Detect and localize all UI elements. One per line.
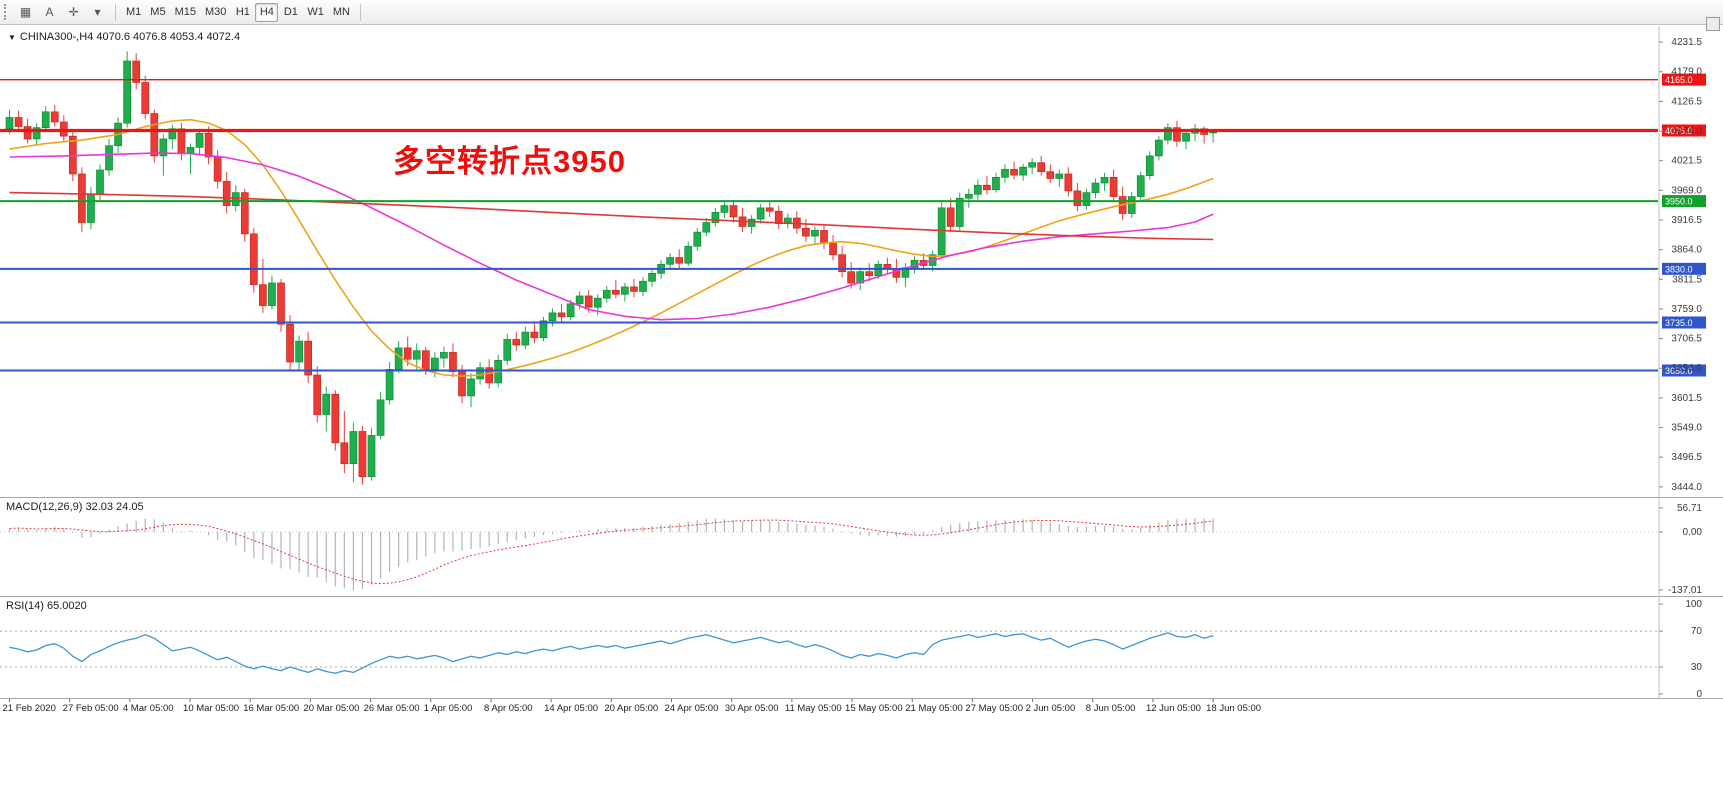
svg-text:3830.0: 3830.0 — [1665, 264, 1693, 274]
svg-text:3496.5: 3496.5 — [1671, 452, 1702, 463]
toolbar-separator-2 — [359, 3, 361, 21]
svg-text:3811.5: 3811.5 — [1672, 274, 1702, 285]
timeframes-group: M1 M5 M15 M30 H1 H4 D1 W1 MN — [122, 2, 354, 22]
toolbar-crosshair-tool[interactable]: ✛ — [62, 3, 85, 22]
timeframe-M30[interactable]: M30 — [201, 3, 230, 22]
svg-text:27 Feb 05:00: 27 Feb 05:00 — [63, 703, 119, 714]
svg-text:3654.0: 3654.0 — [1671, 363, 1702, 374]
tools-group: ▦ A ✛ ▾ — [14, 3, 109, 22]
svg-text:3735.0: 3735.0 — [1665, 318, 1693, 328]
level-tag-3950.0: 3950.0 — [1662, 195, 1706, 208]
timeframe-W1[interactable]: W1 — [303, 3, 328, 22]
timeframe-H1[interactable]: H1 — [231, 3, 254, 22]
svg-text:4074.0: 4074.0 — [1671, 126, 1702, 137]
toolbar: ▦ A ✛ ▾ M1 M5 M15 M30 H1 H4 D1 W1 MN — [0, 0, 1723, 25]
svg-text:3864.0: 3864.0 — [1671, 245, 1702, 256]
svg-text:3759.0: 3759.0 — [1671, 304, 1702, 315]
level-tag-4165.0: 4165.0 — [1662, 73, 1706, 86]
ma-slow[interactable] — [9, 191, 1214, 241]
timeframe-M5[interactable]: M5 — [146, 3, 169, 22]
svg-text:20 Mar 05:00: 20 Mar 05:00 — [303, 703, 359, 714]
svg-text:16 Mar 05:00: 16 Mar 05:00 — [243, 703, 299, 714]
svg-text:20 Apr 05:00: 20 Apr 05:00 — [604, 703, 658, 714]
macd-histogram — [8, 517, 1214, 591]
price-axis[interactable]: 4231.5 4179.0 4126.5 4074.0 4021.5 3969.0 3916… — [1659, 37, 1702, 493]
toolbar-overflow-button[interactable] — [1706, 17, 1720, 31]
svg-text:11 May 05:00: 11 May 05:00 — [785, 703, 842, 714]
chart-title-text: CHINA300-,H4 4070.6 4076.8 4053.4 4072.4 — [19, 31, 241, 43]
macd-signal-line — [9, 519, 1214, 585]
toolbar-tools-dropdown[interactable]: ▾ — [86, 3, 109, 22]
svg-text:8 Apr 05:00: 8 Apr 05:00 — [484, 703, 533, 714]
svg-text:3444.0: 3444.0 — [1671, 482, 1702, 493]
svg-text:3969.0: 3969.0 — [1671, 185, 1702, 196]
chart-collapse-icon[interactable]: ▼ — [8, 33, 16, 42]
timeframe-MN[interactable]: MN — [329, 3, 354, 22]
svg-text:4165.0: 4165.0 — [1665, 75, 1693, 85]
ma-mid[interactable] — [9, 152, 1214, 321]
svg-text:26 Mar 05:00: 26 Mar 05:00 — [364, 703, 420, 714]
svg-text:3549.0: 3549.0 — [1671, 423, 1702, 434]
svg-text:14 Apr 05:00: 14 Apr 05:00 — [544, 703, 598, 714]
svg-text:4021.5: 4021.5 — [1671, 156, 1702, 167]
svg-text:3706.5: 3706.5 — [1671, 334, 1702, 345]
chart-annotation-text[interactable]: 多空转折点3950 — [393, 144, 626, 179]
rsi-line — [9, 632, 1214, 674]
svg-text:21 Feb 2020: 21 Feb 2020 — [3, 703, 56, 714]
svg-text:56.71: 56.71 — [1677, 503, 1702, 514]
svg-text:70: 70 — [1691, 626, 1703, 637]
svg-text:4126.5: 4126.5 — [1671, 96, 1702, 107]
chart-title: ▼ CHINA300-,H4 4070.6 4076.8 4053.4 4072.… — [8, 31, 240, 43]
svg-text:21 May 05:00: 21 May 05:00 — [905, 703, 963, 714]
rsi-axis[interactable]: 100 70 30 0 — [1659, 599, 1702, 700]
svg-text:3601.5: 3601.5 — [1671, 393, 1702, 404]
level-tag-3735.0: 3735.0 — [1662, 316, 1706, 329]
level-tag-3650.0: 3650.0 — [1662, 364, 1706, 377]
chart-chrome — [0, 26, 1723, 699]
svg-text:-137.01: -137.01 — [1668, 585, 1702, 596]
toolbar-text-tool[interactable]: A — [38, 3, 61, 22]
svg-text:4075.0: 4075.0 — [1665, 126, 1693, 136]
svg-text:24 Apr 05:00: 24 Apr 05:00 — [665, 703, 719, 714]
level-tag-4075.0: 4075.0 — [1662, 124, 1706, 137]
svg-text:30: 30 — [1691, 662, 1703, 673]
svg-text:27 May 05:00: 27 May 05:00 — [965, 703, 1023, 714]
svg-text:10 Mar 05:00: 10 Mar 05:00 — [183, 703, 239, 714]
svg-text:4 Mar 05:00: 4 Mar 05:00 — [123, 703, 174, 714]
level-tag-3830.0: 3830.0 — [1662, 262, 1706, 275]
timeframe-D1[interactable]: D1 — [279, 3, 302, 22]
svg-text:15 May 05:00: 15 May 05:00 — [845, 703, 903, 714]
toolbar-charts-icon[interactable]: ▦ — [14, 3, 37, 22]
svg-text:2 Jun 05:00: 2 Jun 05:00 — [1026, 703, 1076, 714]
svg-text:4231.5: 4231.5 — [1671, 37, 1702, 48]
svg-text:30 Apr 05:00: 30 Apr 05:00 — [725, 703, 779, 714]
toolbar-separator — [115, 3, 116, 21]
macd-title: MACD(12,26,9) 32.03 24.05 — [6, 501, 144, 513]
svg-text:3916.5: 3916.5 — [1671, 215, 1702, 226]
svg-text:3950.0: 3950.0 — [1665, 197, 1693, 207]
macd-axis[interactable]: 56.71 0.00 -137.01 — [1659, 503, 1702, 596]
svg-text:12 Jun 05:00: 12 Jun 05:00 — [1146, 703, 1201, 714]
svg-text:18 Jun 05:00: 18 Jun 05:00 — [1206, 703, 1261, 714]
rsi-title: RSI(14) 65.0020 — [6, 600, 87, 612]
timeframe-H4[interactable]: H4 — [255, 2, 279, 22]
timeframe-M15[interactable]: M15 — [171, 3, 200, 22]
svg-text:3650.0: 3650.0 — [1665, 366, 1693, 376]
timeframe-M1[interactable]: M1 — [122, 3, 145, 22]
svg-text:100: 100 — [1685, 599, 1702, 610]
svg-text:1 Apr 05:00: 1 Apr 05:00 — [424, 703, 473, 714]
svg-text:0: 0 — [1696, 689, 1702, 700]
svg-text:8 Jun 05:00: 8 Jun 05:00 — [1086, 703, 1136, 714]
toolbar-grip[interactable] — [4, 4, 9, 20]
svg-text:4179.0: 4179.0 — [1671, 67, 1702, 78]
svg-text:0.00: 0.00 — [1683, 527, 1703, 538]
time-axis[interactable]: 21 Feb 2020 27 Feb 05:00 4 Mar 05:00 10 Mar… — [3, 699, 1262, 714]
